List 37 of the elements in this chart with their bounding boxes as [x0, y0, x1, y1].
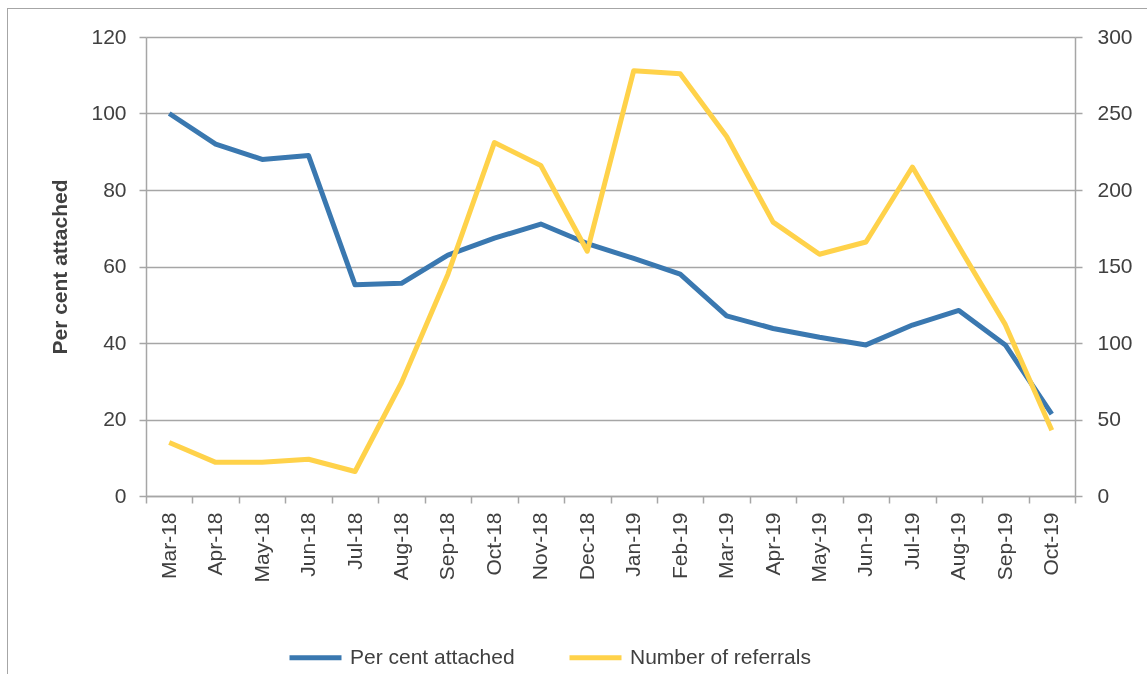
x-tick-label: Aug-18	[388, 512, 412, 581]
x-tick-label: Jun-19	[853, 512, 877, 577]
x-tick-label: May-18	[249, 512, 273, 583]
x-tick-label: Nov-18	[528, 512, 552, 581]
legend-label: Per cent attached	[350, 644, 515, 668]
x-tick-label: Mar-19	[714, 512, 738, 580]
y-tick-label: 60	[103, 254, 127, 277]
x-tick-label: Oct-18	[481, 512, 505, 576]
x-tick-label: Feb-19	[667, 512, 691, 580]
x-tick-label: Apr-18	[203, 512, 227, 576]
y-axis-title: Per cent attached	[48, 179, 72, 355]
y-tick-label: 80	[103, 177, 127, 201]
y2-tick-label: 50	[1097, 407, 1121, 430]
x-tick-label: May-19	[807, 512, 831, 583]
x-tick-label: Oct-19	[1039, 512, 1063, 576]
y-tick-label: 20	[103, 407, 127, 430]
y2-tick-label: 0	[1097, 483, 1110, 507]
y-tick-label: 120	[91, 24, 127, 48]
x-tick-label: Apr-19	[760, 512, 784, 576]
x-tick-label: Jul-19	[899, 512, 923, 570]
x-tick-label: Dec-18	[574, 512, 598, 581]
y2-tick-label: 250	[1097, 101, 1133, 124]
x-tick-label: Jun-18	[296, 512, 320, 577]
x-tick-label: Sep-19	[992, 512, 1016, 581]
y2-tick-label: 100	[1097, 330, 1133, 354]
x-tick-label: Aug-19	[946, 512, 970, 581]
x-tick-label: Jul-18	[342, 512, 366, 570]
y-tick-label: 40	[103, 330, 127, 354]
x-tick-label: Sep-18	[435, 512, 459, 581]
y2-tick-label: 200	[1097, 177, 1133, 201]
y-tick-label: 0	[114, 483, 127, 507]
legend-label: Number of referrals	[630, 644, 811, 668]
x-tick-label: Jan-19	[621, 512, 645, 577]
y2-tick-label: 150	[1097, 254, 1133, 277]
y2-tick-label: 300	[1097, 24, 1133, 48]
x-tick-label: Mar-18	[156, 512, 180, 580]
y-tick-label: 100	[91, 101, 127, 124]
